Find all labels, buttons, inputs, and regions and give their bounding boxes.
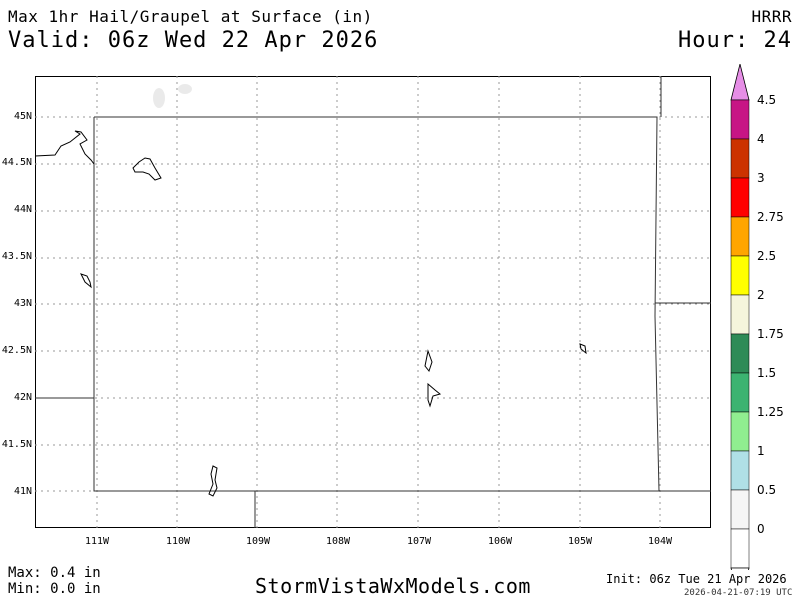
- init-time: Init: 06z Tue 21 Apr 2026: [606, 572, 787, 586]
- lake-yellowstone: [132, 157, 162, 181]
- lon-label: 108W: [325, 536, 351, 547]
- colorbar-bottom-arrow: [730, 567, 750, 570]
- wyoming-border: [93, 116, 660, 492]
- colorbar-label: 2: [757, 288, 765, 302]
- lat-label: 43.5N: [1, 251, 32, 262]
- colorbar-label: 3: [757, 171, 765, 185]
- map-canvas: [35, 76, 711, 528]
- lat-label: 45N: [13, 111, 32, 122]
- lon-label: 105W: [567, 536, 593, 547]
- lake-seminoe: [427, 382, 442, 408]
- colorbar-segment: [730, 489, 750, 530]
- lon-label: 104W: [647, 536, 673, 547]
- lake-pathfinder: [424, 349, 433, 373]
- colorbar-label: 2.75: [757, 210, 784, 224]
- lat-label: 43N: [13, 298, 32, 309]
- colorbar-segment: [730, 99, 750, 140]
- colorbar: [730, 64, 750, 570]
- generation-stamp: 2026-04-21-07:19 UTC: [684, 588, 793, 598]
- lon-label: 110W: [165, 536, 191, 547]
- lat-label: 41N: [13, 486, 32, 497]
- colorbar-top-arrow: [730, 64, 750, 101]
- lat-lon-grid: [35, 76, 711, 528]
- lakes: [35, 130, 587, 497]
- lake-glendo: [579, 343, 587, 355]
- colorbar-label: 0: [757, 522, 765, 536]
- colorbar-segment: [730, 138, 750, 179]
- state-borders: [35, 76, 711, 528]
- min-value: Min: 0.0 in: [8, 581, 101, 597]
- colorbar-segment: [730, 255, 750, 296]
- lat-label: 42.5N: [1, 345, 32, 356]
- colorbar-label: 2.5: [757, 249, 777, 263]
- colorbar-label: 1.25: [757, 405, 784, 419]
- map-title: Max 1hr Hail/Graupel at Surface (in): [8, 7, 373, 26]
- lat-label: 44.5N: [1, 157, 32, 168]
- colorbar-label: 4.5: [757, 93, 777, 107]
- colorbar-segment: [730, 333, 750, 374]
- lon-label: 111W: [84, 536, 110, 547]
- colorbar-segment: [730, 294, 750, 335]
- colorbar-label: 4: [757, 132, 765, 146]
- site-watermark: StormVistaWxModels.com: [255, 574, 531, 598]
- colorbar-segment: [730, 372, 750, 413]
- colorbar-segment: [730, 411, 750, 452]
- map-frame: [35, 76, 711, 528]
- lake-hebgen-quake: [35, 130, 95, 165]
- colorbar-segment: [730, 450, 750, 491]
- colorbar-segment: [730, 528, 750, 569]
- lake-palisades: [80, 273, 92, 289]
- colorbar-label: 1.5: [757, 366, 777, 380]
- lat-label: 44N: [13, 204, 32, 215]
- colorbar-segment: [730, 177, 750, 218]
- lon-label: 106W: [487, 536, 513, 547]
- model-name: HRRR: [751, 7, 792, 26]
- colorbar-label: 1: [757, 444, 765, 458]
- max-value: Max: 0.4 in: [8, 565, 101, 581]
- lon-label: 109W: [245, 536, 271, 547]
- colorbar-label: 1.75: [757, 327, 784, 341]
- colorbar-segment: [730, 216, 750, 257]
- hail-smudge: [153, 84, 192, 108]
- valid-time: Valid: 06z Wed 22 Apr 2026: [8, 28, 379, 53]
- colorbar-label: 0.5: [757, 483, 777, 497]
- lake-flaming-gorge: [208, 465, 218, 497]
- forecast-hour: Hour: 24: [678, 28, 792, 53]
- lat-label: 41.5N: [1, 439, 32, 450]
- lat-label: 42N: [13, 392, 32, 403]
- lon-label: 107W: [406, 536, 432, 547]
